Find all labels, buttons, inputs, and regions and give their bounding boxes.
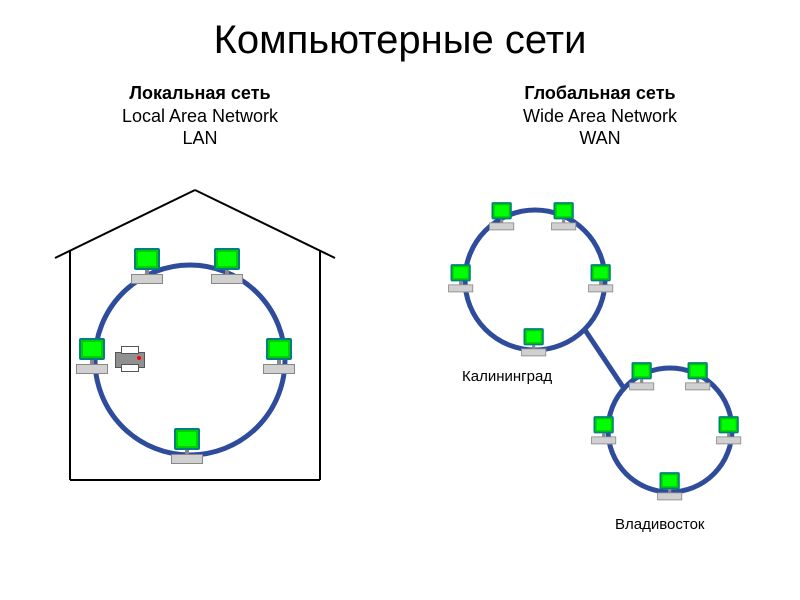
lan-node-computer — [131, 248, 169, 286]
page-title: Компьютерные сети — [0, 0, 800, 63]
wan-sub-line1: Wide Area Network — [523, 106, 677, 126]
wan-sub-line2: WAN — [579, 128, 620, 148]
wan-node-computer — [629, 362, 659, 392]
wan-node-computer — [588, 264, 618, 294]
wan-node-computer — [591, 416, 621, 446]
lan-subtitle: Local Area Network LAN — [0, 106, 400, 149]
wan-subtitle: Wide Area Network WAN — [400, 106, 800, 149]
wan-node-computer — [489, 202, 519, 232]
city-label-1: Калининград — [462, 368, 552, 385]
lan-sub-line2: LAN — [182, 128, 217, 148]
columns: Локальная сеть Local Area Network LAN Гл… — [0, 83, 800, 149]
wan-node-computer — [716, 416, 746, 446]
lan-title: Локальная сеть — [0, 83, 400, 104]
wan-node-computer — [448, 264, 478, 294]
wan-title: Глобальная сеть — [400, 83, 800, 104]
wan-link-line — [585, 330, 625, 390]
city-label-2: Владивосток — [615, 516, 704, 533]
wan-node-computer — [521, 328, 551, 358]
lan-sub-line1: Local Area Network — [122, 106, 278, 126]
lan-column: Локальная сеть Local Area Network LAN — [0, 83, 400, 149]
wan-node-computer — [657, 472, 687, 502]
wan-column: Глобальная сеть Wide Area Network WAN — [400, 83, 800, 149]
lan-node-computer — [263, 338, 301, 376]
lan-node-computer — [76, 338, 114, 376]
lan-node-computer — [171, 428, 209, 466]
lan-node-computer — [211, 248, 249, 286]
wan-node-computer — [685, 362, 715, 392]
wan-node-computer — [551, 202, 581, 232]
printer-icon — [115, 346, 145, 372]
